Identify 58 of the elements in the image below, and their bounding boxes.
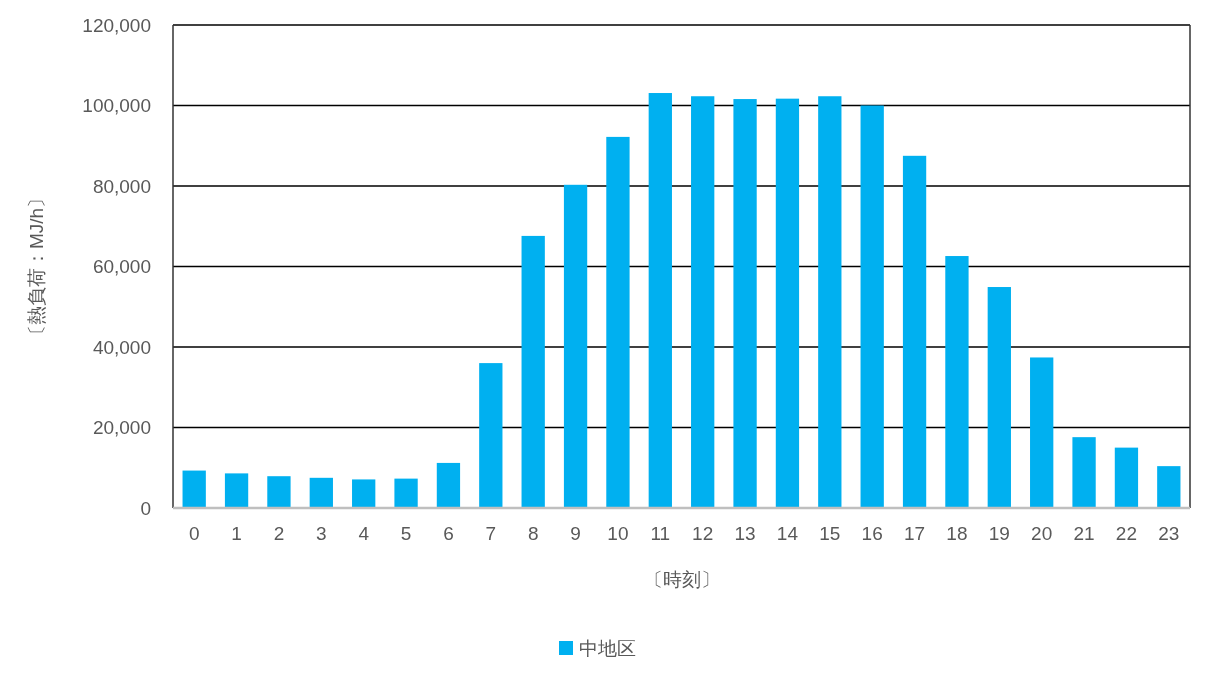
bar	[945, 256, 969, 508]
x-tick-label: 10	[607, 523, 629, 544]
x-tick-label: 23	[1158, 523, 1180, 544]
x-tick-label: 17	[903, 523, 926, 544]
bar	[691, 96, 715, 508]
bar	[606, 136, 630, 508]
x-tick-label: 16	[861, 523, 883, 544]
y-axis-title: 〔熱負荷：MJ/h〕	[26, 188, 47, 345]
bar	[394, 478, 418, 508]
x-axis-title: 〔時刻〕	[643, 569, 720, 590]
bar	[902, 155, 927, 508]
y-tick-label: 80,000	[92, 175, 151, 197]
bar	[775, 98, 800, 508]
x-tick-label: 5	[400, 523, 412, 544]
y-tick-label: 120,000	[82, 14, 151, 36]
x-tick-label: 12	[692, 523, 714, 544]
bar	[436, 462, 461, 508]
x-tick-label: 0	[188, 523, 200, 544]
bar	[987, 287, 1011, 508]
bar	[224, 473, 249, 508]
bar	[479, 363, 503, 508]
x-tick-label: 15	[819, 523, 841, 544]
x-tick-label: 6	[443, 523, 454, 544]
x-tick-label: 18	[946, 523, 968, 544]
y-tick-label: 60,000	[92, 256, 151, 278]
y-tick-label: 0	[140, 497, 151, 519]
x-tick-label: 14	[776, 523, 799, 544]
x-tick-label: 1	[231, 523, 242, 544]
bar	[1114, 447, 1139, 508]
x-tick-label: 20	[1031, 523, 1053, 544]
x-tick-label: 3	[316, 523, 327, 544]
legend-label: 中地区	[579, 637, 636, 659]
bar	[182, 470, 206, 508]
x-tick-label: 7	[485, 523, 497, 544]
bar	[521, 235, 545, 508]
x-tick-label: 13	[734, 523, 756, 544]
x-tick-label: 4	[358, 523, 370, 544]
x-tick-label: 2	[273, 523, 285, 544]
bar	[818, 96, 842, 508]
x-tick-label: 9	[570, 523, 581, 544]
y-tick-label: 40,000	[92, 336, 151, 358]
bar	[1030, 357, 1054, 508]
bar	[1157, 466, 1181, 508]
bar	[860, 105, 884, 508]
bar	[648, 93, 672, 508]
bar	[733, 99, 757, 508]
bar	[563, 184, 588, 508]
bar	[309, 477, 333, 508]
x-tick-label: 22	[1115, 523, 1138, 544]
x-tick-label: 11	[650, 523, 671, 544]
x-tick-label: 8	[527, 523, 539, 544]
x-tick-label: 21	[1073, 523, 1095, 544]
bar	[267, 476, 291, 508]
bar	[352, 479, 376, 508]
x-tick-label: 19	[988, 523, 1010, 544]
y-tick-label: 100,000	[82, 95, 151, 117]
bar	[1072, 437, 1096, 508]
y-tick-label: 20,000	[92, 417, 151, 439]
